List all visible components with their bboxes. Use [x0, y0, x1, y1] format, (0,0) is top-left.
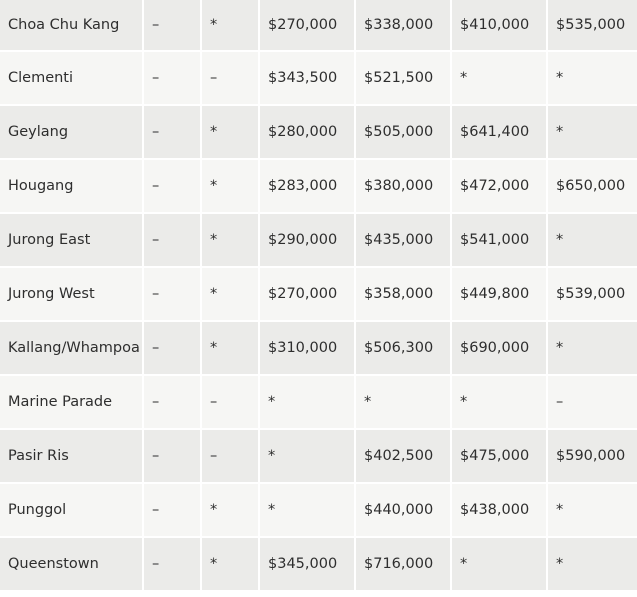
- price-cell: $505,000: [354, 104, 452, 160]
- price-cell: $343,500: [258, 50, 356, 106]
- price-cell: *: [200, 0, 260, 52]
- price-cell: $472,000: [450, 158, 548, 214]
- price-cell: *: [200, 482, 260, 538]
- price-cell: $435,000: [354, 212, 452, 268]
- price-cell: *: [546, 536, 637, 592]
- price-cell: $270,000: [258, 266, 356, 322]
- price-cell: *: [450, 536, 548, 592]
- price-cell: *: [258, 374, 356, 430]
- table-row: Jurong West – * $270,000 $358,000 $449,800 $53…: [0, 266, 637, 322]
- price-cell: $438,000: [450, 482, 548, 538]
- price-cell: $270,000: [258, 0, 356, 52]
- price-cell: *: [200, 320, 260, 376]
- price-cell: *: [200, 212, 260, 268]
- town-cell: Clementi: [0, 50, 144, 106]
- price-cell: –: [142, 536, 202, 592]
- price-cell: $650,000: [546, 158, 637, 214]
- price-cell: $535,000: [546, 0, 637, 52]
- price-cell: $590,000: [546, 428, 637, 484]
- price-cell: –: [142, 158, 202, 214]
- price-cell: $539,000: [546, 266, 637, 322]
- town-cell: Marine Parade: [0, 374, 144, 430]
- town-cell: Choa Chu Kang: [0, 0, 144, 52]
- price-cell: –: [142, 428, 202, 484]
- table-row: Choa Chu Kang – * $270,000 $338,000 $410,000 $…: [0, 0, 637, 52]
- price-cell: *: [546, 212, 637, 268]
- town-cell: Jurong West: [0, 266, 144, 322]
- town-cell: Jurong East: [0, 212, 144, 268]
- price-cell: *: [450, 50, 548, 106]
- price-cell: *: [546, 482, 637, 538]
- price-cell: *: [258, 428, 356, 484]
- price-cell: *: [200, 104, 260, 160]
- price-cell: *: [546, 104, 637, 160]
- price-cell: –: [142, 104, 202, 160]
- price-cell: *: [200, 266, 260, 322]
- town-cell: Pasir Ris: [0, 428, 144, 484]
- price-cell: $290,000: [258, 212, 356, 268]
- price-cell: *: [546, 320, 637, 376]
- price-cell: –: [142, 374, 202, 430]
- price-cell: $716,000: [354, 536, 452, 592]
- price-cell: *: [546, 50, 637, 106]
- price-cell: –: [142, 0, 202, 52]
- table-row: Punggol – * * $440,000 $438,000 *: [0, 482, 637, 538]
- town-cell: Punggol: [0, 482, 144, 538]
- price-cell: $310,000: [258, 320, 356, 376]
- price-cell: $380,000: [354, 158, 452, 214]
- price-cell: $506,300: [354, 320, 452, 376]
- price-cell: *: [450, 374, 548, 430]
- price-cell: –: [142, 320, 202, 376]
- price-cell: $345,000: [258, 536, 356, 592]
- table-row: Kallang/Whampoa – * $310,000 $506,300 $690,00…: [0, 320, 637, 376]
- price-cell: –: [200, 50, 260, 106]
- town-cell: Geylang: [0, 104, 144, 160]
- price-cell: *: [258, 482, 356, 538]
- table-row: Jurong East – * $290,000 $435,000 $541,000 *: [0, 212, 637, 268]
- price-cell: $521,500: [354, 50, 452, 106]
- table-row: Geylang – * $280,000 $505,000 $641,400 *: [0, 104, 637, 160]
- price-cell: $358,000: [354, 266, 452, 322]
- price-cell: $410,000: [450, 0, 548, 52]
- price-cell: –: [200, 428, 260, 484]
- price-cell: $541,000: [450, 212, 548, 268]
- table-row: Queenstown – * $345,000 $716,000 * *: [0, 536, 637, 592]
- price-cell: –: [546, 374, 637, 430]
- town-cell: Kallang/Whampoa: [0, 320, 144, 376]
- price-cell: $402,500: [354, 428, 452, 484]
- table-row: Marine Parade – – * * * –: [0, 374, 637, 430]
- price-cell: –: [142, 212, 202, 268]
- price-cell: –: [200, 374, 260, 430]
- price-cell: $449,800: [450, 266, 548, 322]
- table-row: Pasir Ris – – * $402,500 $475,000 $590,000: [0, 428, 637, 484]
- price-cell: $280,000: [258, 104, 356, 160]
- price-cell: –: [142, 50, 202, 106]
- price-cell: $475,000: [450, 428, 548, 484]
- price-cell: –: [142, 266, 202, 322]
- price-cell: $338,000: [354, 0, 452, 52]
- table-row: Clementi – – $343,500 $521,500 * *: [0, 50, 637, 106]
- price-cell: $690,000: [450, 320, 548, 376]
- price-cell: –: [142, 482, 202, 538]
- town-cell: Queenstown: [0, 536, 144, 592]
- price-cell: *: [200, 536, 260, 592]
- price-cell: $283,000: [258, 158, 356, 214]
- price-cell: *: [354, 374, 452, 430]
- price-cell: $440,000: [354, 482, 452, 538]
- price-cell: $641,400: [450, 104, 548, 160]
- table-row: Hougang – * $283,000 $380,000 $472,000 $650,00…: [0, 158, 637, 214]
- town-cell: Hougang: [0, 158, 144, 214]
- price-cell: *: [200, 158, 260, 214]
